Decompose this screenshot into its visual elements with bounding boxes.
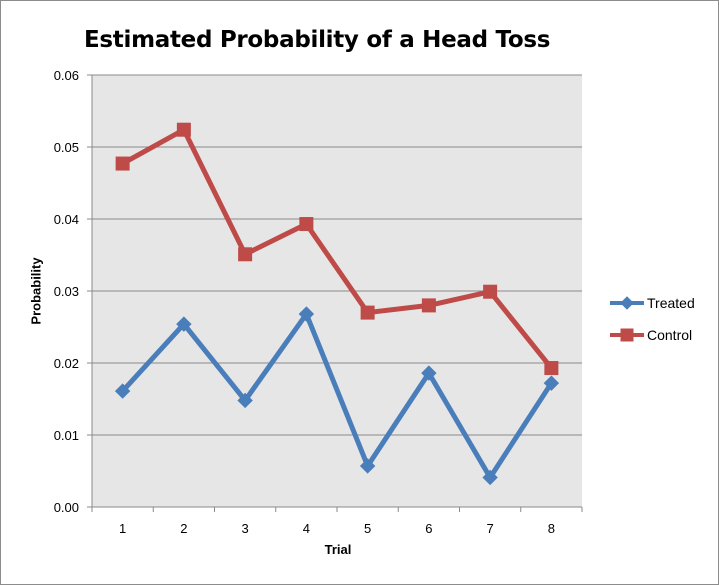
legend-marker-control	[620, 328, 634, 342]
data-point-control	[544, 361, 559, 376]
y-tick-label: 0.05	[54, 140, 79, 155]
x-tick-label: 8	[548, 521, 555, 536]
y-tick-label: 0.02	[54, 356, 79, 371]
x-axis-label: Trial	[324, 542, 352, 557]
legend-label-treated: Treated	[647, 295, 695, 311]
y-tick-label: 0.01	[54, 428, 79, 443]
data-point-treated	[298, 306, 315, 322]
x-tick-label: 3	[242, 521, 249, 536]
x-tick-label: 7	[487, 521, 494, 536]
legend-swatch-treated	[610, 296, 644, 310]
x-tick-label: 4	[303, 521, 310, 536]
data-point-control	[421, 298, 436, 313]
data-point-treated	[482, 469, 498, 486]
data-point-control	[360, 305, 375, 320]
series-line-control	[120, 127, 554, 371]
data-point-treated	[237, 392, 253, 409]
legend-swatch-control	[610, 328, 644, 342]
data-point-treated	[114, 383, 131, 399]
y-tick-label: 0.04	[54, 212, 79, 227]
data-point-control	[238, 247, 253, 262]
series-line-treated	[120, 311, 554, 480]
data-point-treated	[359, 458, 376, 474]
data-point-treated	[543, 375, 560, 391]
data-point-treated	[176, 316, 192, 332]
x-tick-label: 6	[425, 521, 432, 536]
data-point-control	[483, 284, 498, 299]
x-tick-label: 2	[180, 521, 187, 536]
data-point-treated	[421, 365, 437, 381]
legend-label-control: Control	[647, 327, 693, 343]
y-tick-label: 0.03	[54, 284, 79, 299]
data-point-control	[115, 156, 130, 171]
x-tick-label: 1	[119, 521, 126, 536]
x-tick-label: 5	[364, 521, 371, 536]
data-point-control	[299, 217, 314, 232]
legend-marker-treated	[620, 296, 634, 310]
data-point-control	[176, 122, 191, 137]
y-tick-label: 0.00	[54, 500, 79, 515]
chart-title: Estimated Probability of a Head Toss	[84, 27, 551, 53]
y-tick-label: 0.06	[54, 68, 79, 83]
